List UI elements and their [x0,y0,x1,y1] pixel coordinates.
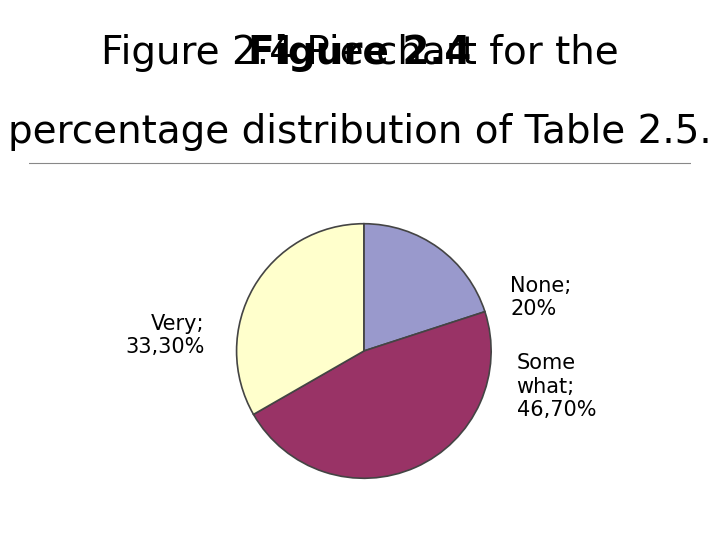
Text: Very;
33,30%: Very; 33,30% [125,314,204,357]
Text: Figure 2.4 Pie chart for the: Figure 2.4 Pie chart for the [101,34,619,72]
Wedge shape [253,312,491,478]
Text: Some
what;
46,70%: Some what; 46,70% [517,354,596,420]
Wedge shape [237,224,364,414]
Text: percentage distribution of Table 2.5.: percentage distribution of Table 2.5. [8,113,712,151]
Wedge shape [364,224,485,351]
Text: Figure 2.4: Figure 2.4 [248,34,472,72]
Text: None;
20%: None; 20% [510,276,572,319]
